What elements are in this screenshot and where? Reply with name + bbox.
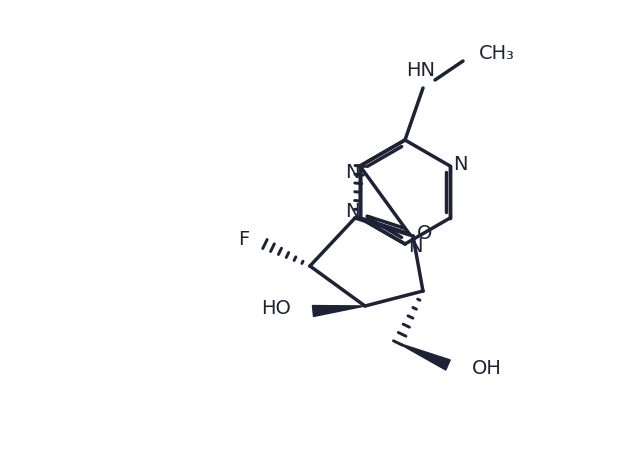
Text: HN: HN — [406, 61, 435, 80]
Text: N: N — [452, 155, 467, 173]
Text: HO: HO — [261, 299, 291, 319]
Text: N: N — [408, 236, 422, 256]
Text: N: N — [345, 202, 359, 220]
Text: CH₃: CH₃ — [479, 44, 515, 63]
Text: O: O — [417, 224, 433, 243]
Text: OH: OH — [472, 360, 502, 378]
Polygon shape — [312, 306, 365, 316]
Polygon shape — [398, 343, 450, 370]
Text: N: N — [345, 163, 359, 181]
Text: F: F — [237, 229, 249, 249]
